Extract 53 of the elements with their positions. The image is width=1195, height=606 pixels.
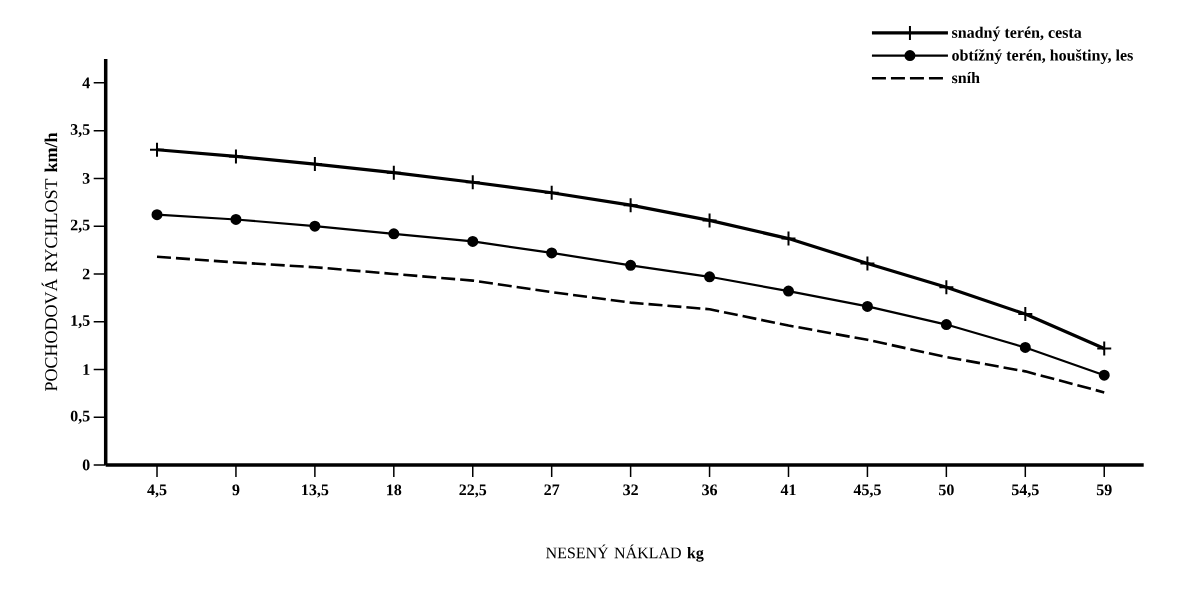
point	[151, 209, 163, 221]
y-tick-label: 4	[82, 77, 90, 89]
x-tick-label: 59	[1096, 484, 1112, 496]
point	[309, 220, 321, 232]
line-series	[155, 255, 1106, 394]
point	[622, 197, 639, 214]
point	[149, 141, 166, 158]
point	[780, 230, 797, 247]
x-tick-label: 27	[544, 484, 560, 496]
point	[859, 255, 876, 272]
point	[701, 212, 718, 229]
point	[704, 271, 716, 283]
point	[1017, 306, 1034, 323]
x-tick-label: 9	[232, 484, 240, 496]
x-tick-label: 45,5	[853, 484, 881, 498]
point	[1096, 340, 1113, 357]
point	[227, 148, 244, 165]
y-tick-label: 0,5	[70, 410, 90, 424]
legend-label: sníh	[952, 71, 980, 84]
point	[464, 174, 481, 191]
legend-label: obtížný terén, houštiny, les	[952, 49, 1133, 64]
y-tick-label: 3,5	[70, 124, 90, 138]
point	[546, 247, 558, 259]
point	[940, 319, 952, 331]
x-tick-label: 36	[702, 484, 718, 496]
x-tick-label: 13,5	[302, 484, 329, 498]
x-tick-label: 32	[623, 484, 638, 496]
y-tick-label: 2,5	[70, 219, 90, 233]
point	[1019, 341, 1031, 353]
point	[467, 235, 479, 247]
point	[938, 279, 955, 296]
point	[625, 259, 637, 271]
point	[388, 228, 400, 240]
x-tick-label: 22,5	[459, 484, 487, 498]
x-axis-title: NESENÝ NÁKLAD kg	[546, 544, 704, 562]
x-tick-label: 41	[780, 484, 796, 496]
point	[783, 285, 794, 297]
point	[1098, 369, 1110, 381]
point	[230, 213, 242, 225]
legend-label: snadný terén, cesta	[952, 26, 1082, 42]
x-tick-label: 4,5	[147, 484, 167, 498]
x-tick-label: 54,5	[1011, 484, 1039, 498]
x-tick-label: 50	[939, 484, 954, 496]
y-tick-label: 0	[82, 459, 90, 471]
y-axis-title: POCHODOVÁ RYCHLOST km/h	[41, 132, 58, 391]
y-tick-label: 1,5	[71, 315, 90, 329]
y-tick-label: 2	[82, 268, 90, 280]
y-tick-label: 1	[83, 364, 90, 375]
point	[543, 184, 560, 201]
x-tick-label: 18	[387, 484, 402, 496]
point	[861, 300, 873, 312]
point	[385, 164, 402, 181]
y-tick-label: 3	[82, 173, 90, 184]
